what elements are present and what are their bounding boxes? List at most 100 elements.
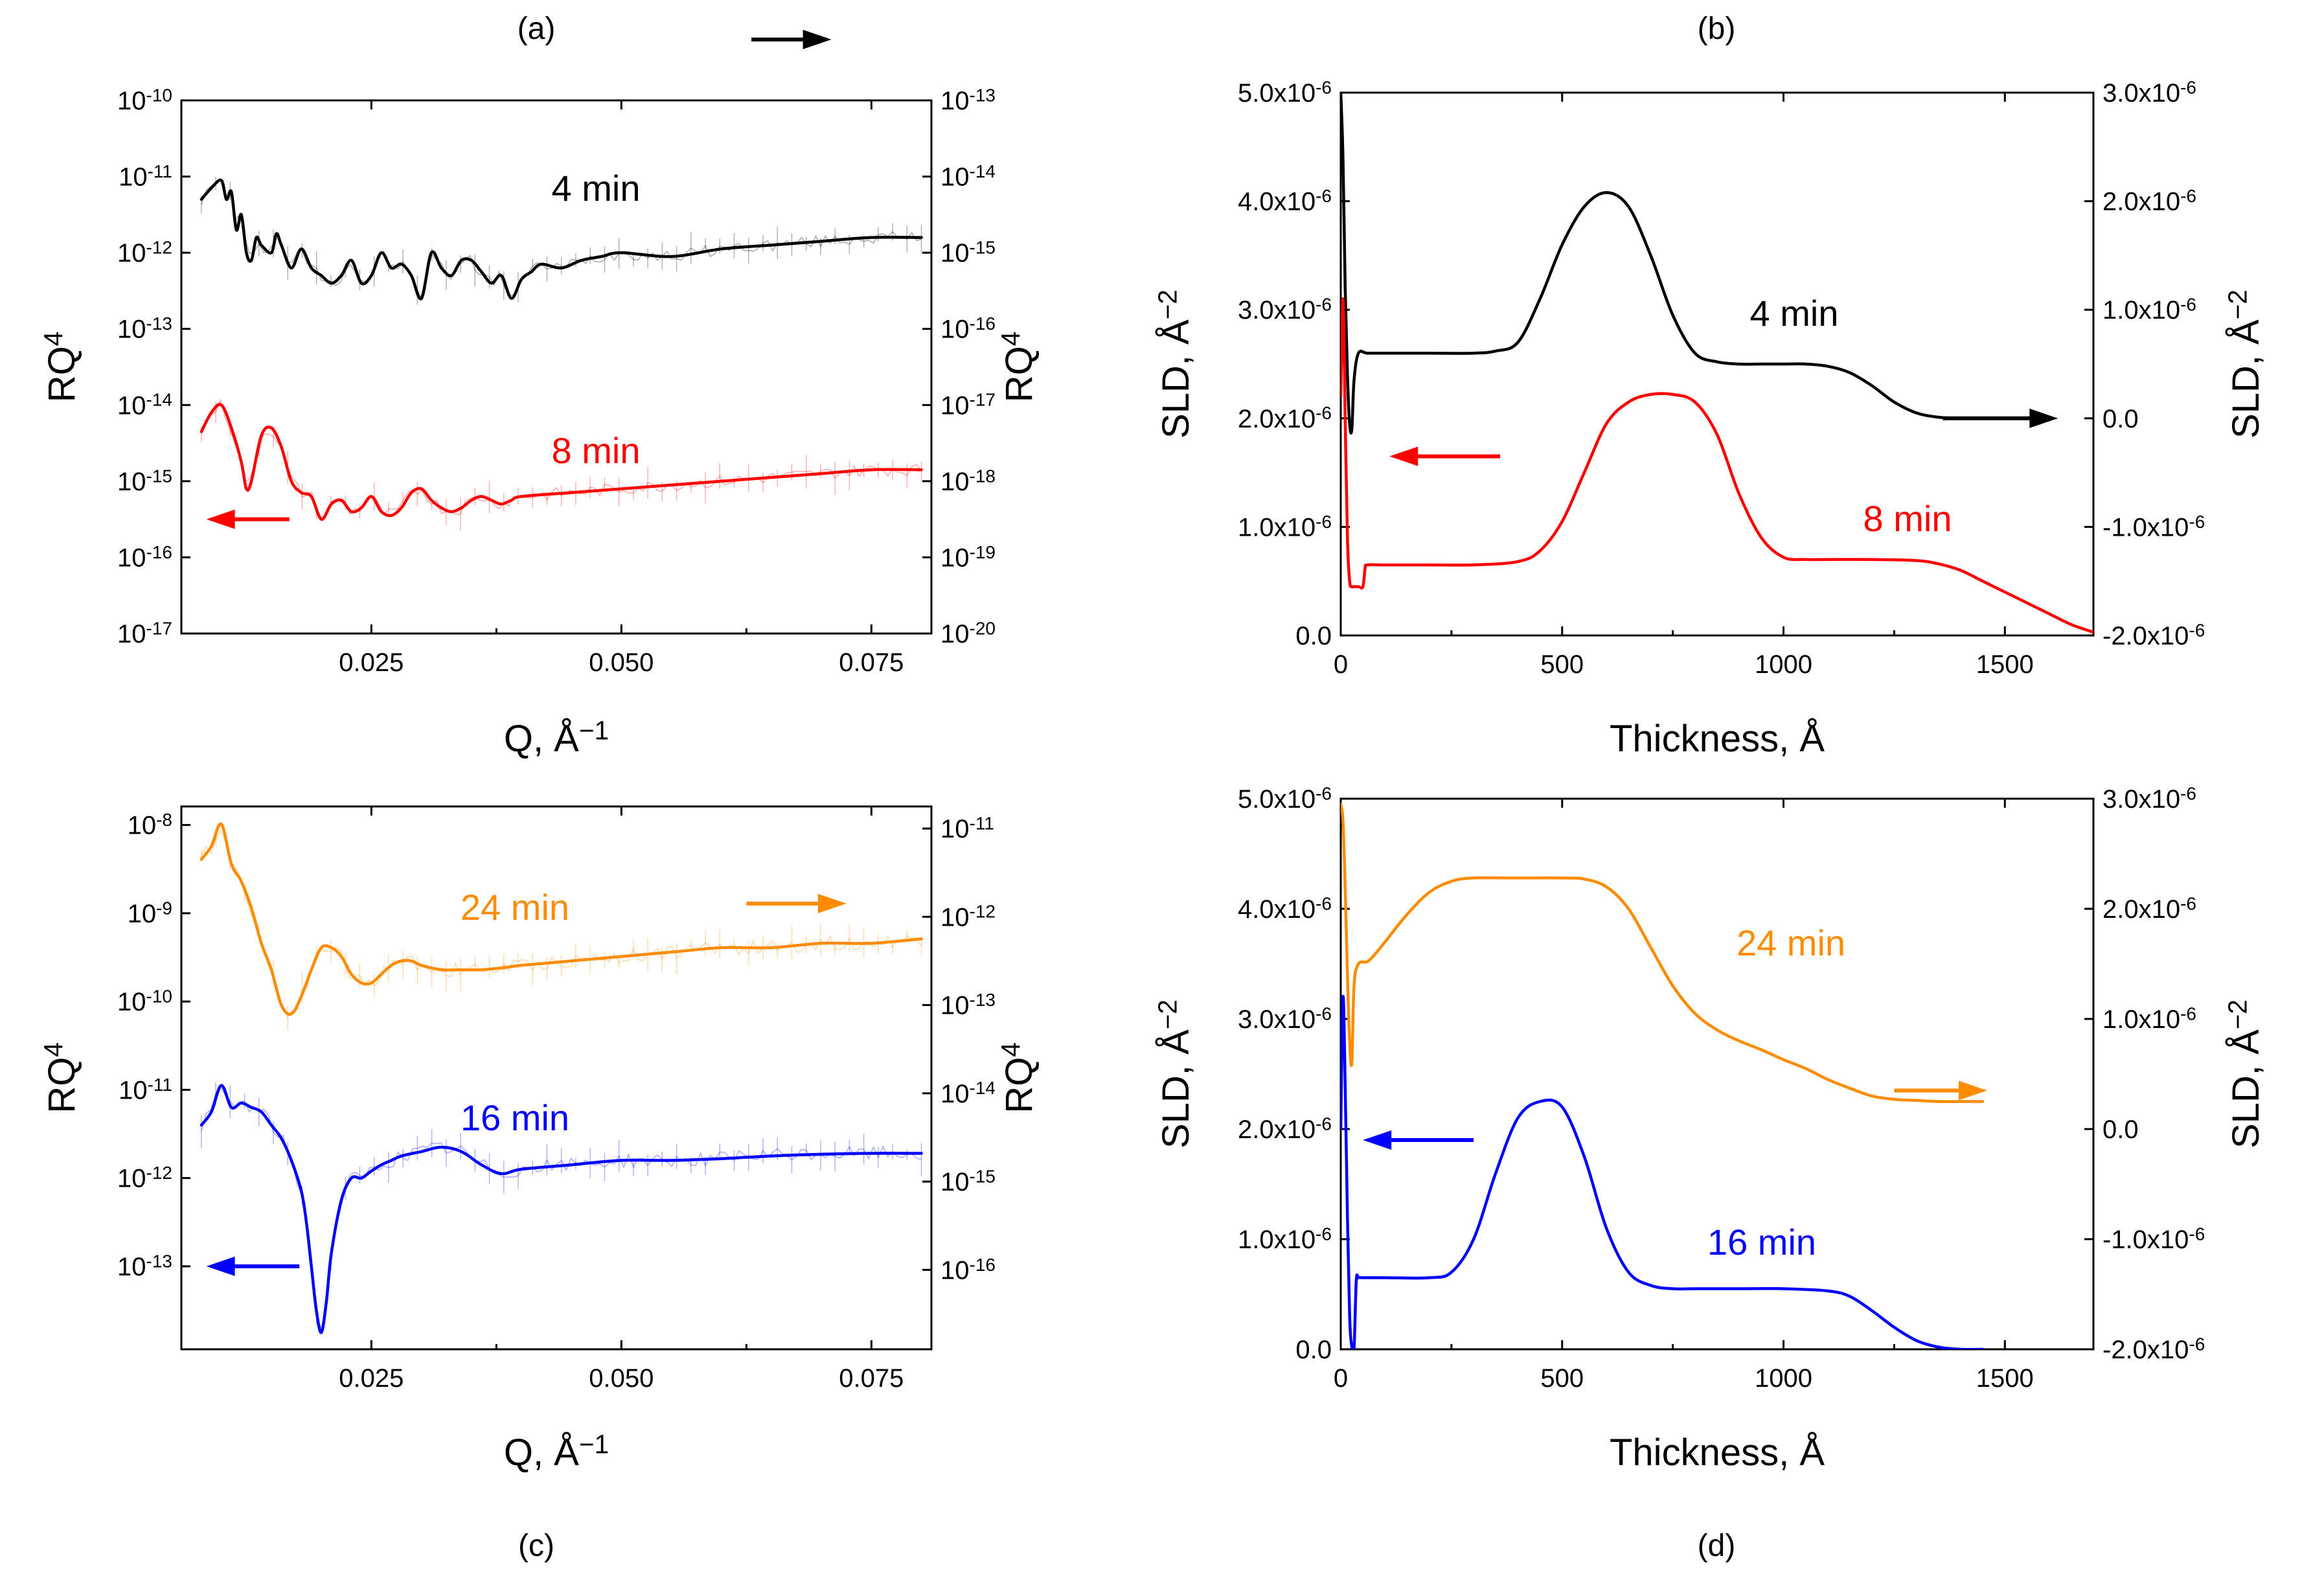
y-left-tick-label-exp: -8 [156,810,172,830]
y-right-tick-label: 10-16 [940,1255,996,1285]
y-left-tick-label: 10-16 [117,542,172,573]
y-left-tick-label: 10-12 [117,1163,172,1193]
y-right-tick-label-exp: -20 [970,618,996,638]
series-group [1341,803,1985,1349]
y-right-tick-label-exp: -13 [970,990,996,1010]
arrow-left-head [206,509,235,529]
y-left-tick-label-exp: -6 [1316,893,1332,913]
x-tick-label: 0.075 [839,1364,904,1393]
y-right-tick-label-exp: -15 [970,1167,996,1187]
series-annotation: 8 min [1863,498,1952,539]
y-left-tick-label-base: 2.0x10 [1238,1115,1316,1144]
y-left-tick-label: 10-12 [117,238,172,268]
y-right-axis-label: SLD, Å−2 [2223,999,2267,1148]
y-right-tick-label-exp: -6 [2189,512,2205,532]
series-group [1341,93,2093,634]
panel-d: (d)0 500 1000 15000.01.0x10-62.0x10-63.0x10… [1153,783,2267,1563]
y-right-tick-label-exp: -6 [2180,186,2196,206]
y-right-tick-label-exp: -16 [970,1255,996,1275]
y-right-tick-label: 10-15 [940,1167,996,1197]
y-right-tick-label-exp: -6 [2189,1334,2205,1354]
y-right-tick-label-base: 10 [940,1080,970,1108]
y-left-tick-label-exp: -15 [146,466,172,486]
x-axis-label-base: Q, Å [504,1432,579,1474]
y-left-tick-label: 10-10 [117,987,172,1017]
y-right-tick-label-base: 10 [940,992,970,1020]
series-line-4min [1341,93,1998,435]
x-tick-label: 1000 [1755,650,1812,679]
y-right-tick-label: 10-12 [940,902,996,932]
y-left-tick-label-base: 10 [117,620,146,648]
y-right-tick-label: -1.0x10-6 [2102,512,2205,542]
y-left-tick-label-base: 10 [119,163,148,192]
y-right-tick-label-base: 10 [940,87,970,115]
data-points-24min [201,829,922,1019]
y-right-tick-label-base: -1.0x10 [2102,513,2189,542]
y-left-axis-label-exp: −2 [1153,290,1183,319]
y-right-tick-label: 10-16 [940,314,996,344]
y-left-tick-label-exp: -17 [146,618,172,638]
y-right-tick-label-exp: -11 [970,813,994,833]
y-right-tick-label: 3.0x10-6 [2102,783,2196,814]
y-right-tick-label: 2.0x10-6 [2102,893,2196,924]
y-left-tick-label: 2.0x10-6 [1238,403,1332,433]
y-right-axis-label-exp: −2 [2223,999,2253,1029]
y-right-tick-label-exp: -6 [2189,620,2205,640]
y-left-tick-label-base: 10 [119,1076,148,1104]
y-left-tick-label: 5.0x10-6 [1238,77,1332,108]
y-left-tick-label: 10-11 [119,161,172,192]
y-left-axis-label-exp: −2 [1153,999,1183,1029]
y-left-axis-label: RQ4 [39,332,83,403]
y-right-axis-label: SLD, Å−2 [2223,290,2267,439]
data-points-4min [201,179,922,301]
y-right-tick-label: 3.0x10-6 [2102,77,2196,108]
y-left-tick-label: 4.0x10-6 [1238,893,1332,924]
y-left-axis-label: RQ4 [39,1042,83,1113]
x-tick-label: 1500 [1976,1364,2034,1393]
y-left-axis-label-base: RQ [41,346,83,402]
y-left-tick-label-base: 5.0x10 [1238,785,1316,814]
panel-b: (b)0 500 1000 15000.01.0x10-62.0x10-63.0x10… [1153,12,2267,760]
y-left-tick-label-base: 10 [117,239,146,268]
plot-frame [180,805,933,1351]
y-left-tick-label-exp: -6 [1316,403,1332,423]
y-right-tick-label: 10-13 [940,85,996,115]
y-left-tick-label: 10-13 [117,314,172,344]
y-right-tick-label-base: 10 [940,163,970,192]
y-left-tick-label-base: 2.0x10 [1238,405,1316,433]
series-line-24min [1341,803,1985,1103]
y-right-tick-label-exp: -6 [2189,1224,2205,1244]
y-left-tick-label-base: 3.0x10 [1238,296,1316,325]
series-annotation: 24 min [1737,922,1845,963]
y-right-tick-label: 10-17 [940,390,996,420]
y-left-tick-label: 0.0 [1295,622,1332,650]
arrow-right-head [803,29,832,49]
y-left-tick-label: 2.0x10-6 [1238,1113,1332,1144]
y-left-axis-label-exp: 4 [39,332,69,347]
series-line-16min [1341,994,1985,1349]
y-right-axis-label-exp: 4 [996,1042,1026,1057]
x-tick-label: 1000 [1755,1364,1812,1393]
y-right-tick-label: 10-19 [940,542,996,573]
y-right-axis-label-base: SLD, Å [2225,1029,2267,1148]
y-right-axis-label-exp: 4 [996,332,1026,347]
y-right-tick-label-base: 0.0 [2102,405,2139,433]
y-left-tick-label-base: 10 [128,812,157,840]
y-left-tick-label-base: 4.0x10 [1238,895,1316,924]
arrow-right-head [1958,1080,1987,1101]
y-left-tick-label-exp: -6 [1316,77,1332,97]
y-right-tick-label: 10-13 [940,990,996,1020]
y-right-tick-label: 10-14 [940,1078,996,1108]
panel-label: (d) [1698,1529,1736,1563]
series-annotation: 24 min [461,887,569,928]
arrow-left-head [1363,1130,1392,1150]
y-right-tick-label-base: 3.0x10 [2102,79,2180,108]
y-left-tick-label-base: 10 [117,1165,146,1193]
y-right-tick-label: -2.0x10-6 [2102,620,2205,650]
x-tick-label: 0.075 [839,648,904,677]
y-right-tick-label: 0.0 [2102,405,2139,433]
y-left-tick-label-base: 5.0x10 [1238,79,1316,108]
y-left-tick-label: 5.0x10-6 [1238,783,1332,814]
y-right-tick-label: 2.0x10-6 [2102,186,2196,216]
series-annotation: 16 min [461,1097,569,1138]
